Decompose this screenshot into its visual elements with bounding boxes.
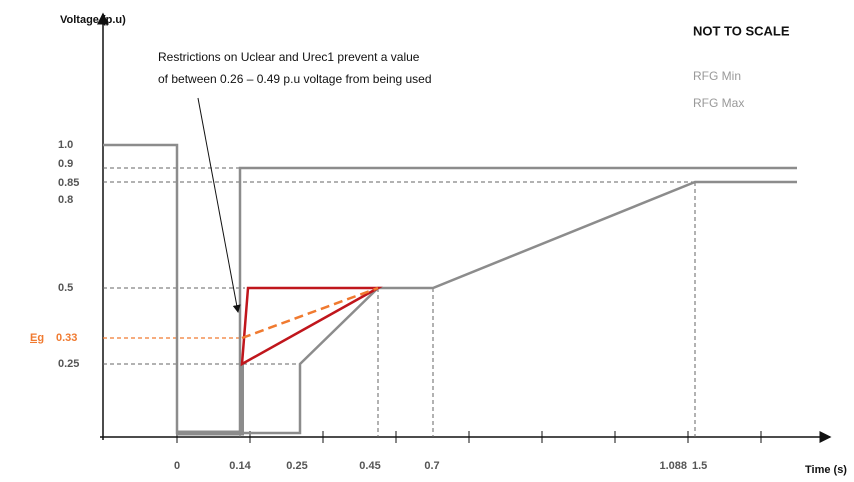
annotation-arrow bbox=[197, 97, 241, 313]
x-label: 0 bbox=[174, 460, 180, 472]
x-title: Time (s) bbox=[805, 464, 847, 476]
restriction-triangle bbox=[240, 286, 383, 367]
x-label: 1.088 bbox=[659, 460, 687, 472]
y-label: 0.25 bbox=[58, 358, 79, 370]
x-label: 0.7 bbox=[424, 460, 439, 472]
x-label: 1.5 bbox=[692, 460, 707, 472]
x-label: 0.14 bbox=[229, 460, 251, 472]
rfg-max-curve bbox=[103, 143, 797, 435]
x-label: 0.25 bbox=[286, 460, 307, 472]
example-line bbox=[241, 286, 379, 340]
x-label: 0.45 bbox=[359, 460, 380, 472]
y-label: 1.0 bbox=[58, 139, 73, 151]
y-label: 0.9 bbox=[58, 158, 73, 170]
example-prefix: Eg bbox=[30, 332, 44, 344]
y-label: 0.5 bbox=[58, 282, 73, 294]
guides bbox=[103, 167, 696, 437]
legend-entry: RFG Max bbox=[693, 96, 744, 110]
example-value: 0.33 bbox=[56, 332, 77, 344]
y-labels: 1.0 0.9 0.85 0.8 0.5 0.25 Eg 0.33 bbox=[30, 139, 79, 370]
legend-entry: RFG Min bbox=[693, 69, 741, 83]
y-label: 0.8 bbox=[58, 194, 73, 206]
y-title: Voltage (p.u) bbox=[60, 14, 126, 26]
annotation: of between 0.26 – 0.49 p.u voltage from … bbox=[158, 72, 432, 86]
y-label: 0.85 bbox=[58, 177, 79, 189]
annotation: Restrictions on Uclear and Urec1 prevent… bbox=[158, 50, 420, 64]
rfg-min-curve bbox=[177, 180, 797, 435]
note: NOT TO SCALE bbox=[693, 23, 790, 38]
x-labels: 0 0.14 0.25 0.45 0.7 1.088 1.5 bbox=[174, 460, 707, 472]
